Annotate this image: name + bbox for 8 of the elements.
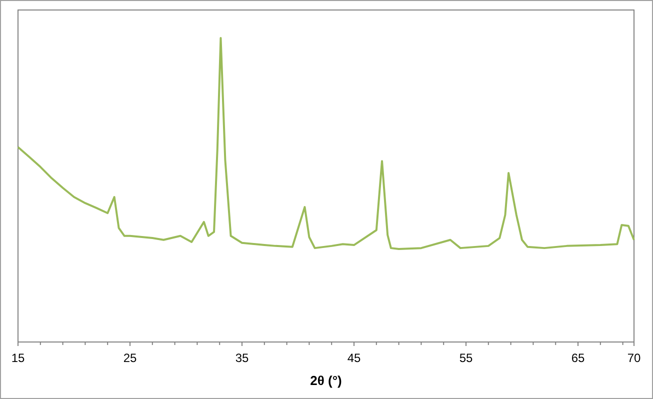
- x-tick-label: 15: [11, 351, 25, 366]
- x-tick-label: 25: [123, 351, 137, 366]
- x-tick-label: 65: [571, 351, 585, 366]
- x-tick-label: 70: [627, 351, 641, 366]
- x-axis-title: 2θ (°): [310, 373, 342, 388]
- x-tick-label: 45: [347, 351, 361, 366]
- x-tick-label: 35: [235, 351, 249, 366]
- x-tick-label: 55: [459, 351, 473, 366]
